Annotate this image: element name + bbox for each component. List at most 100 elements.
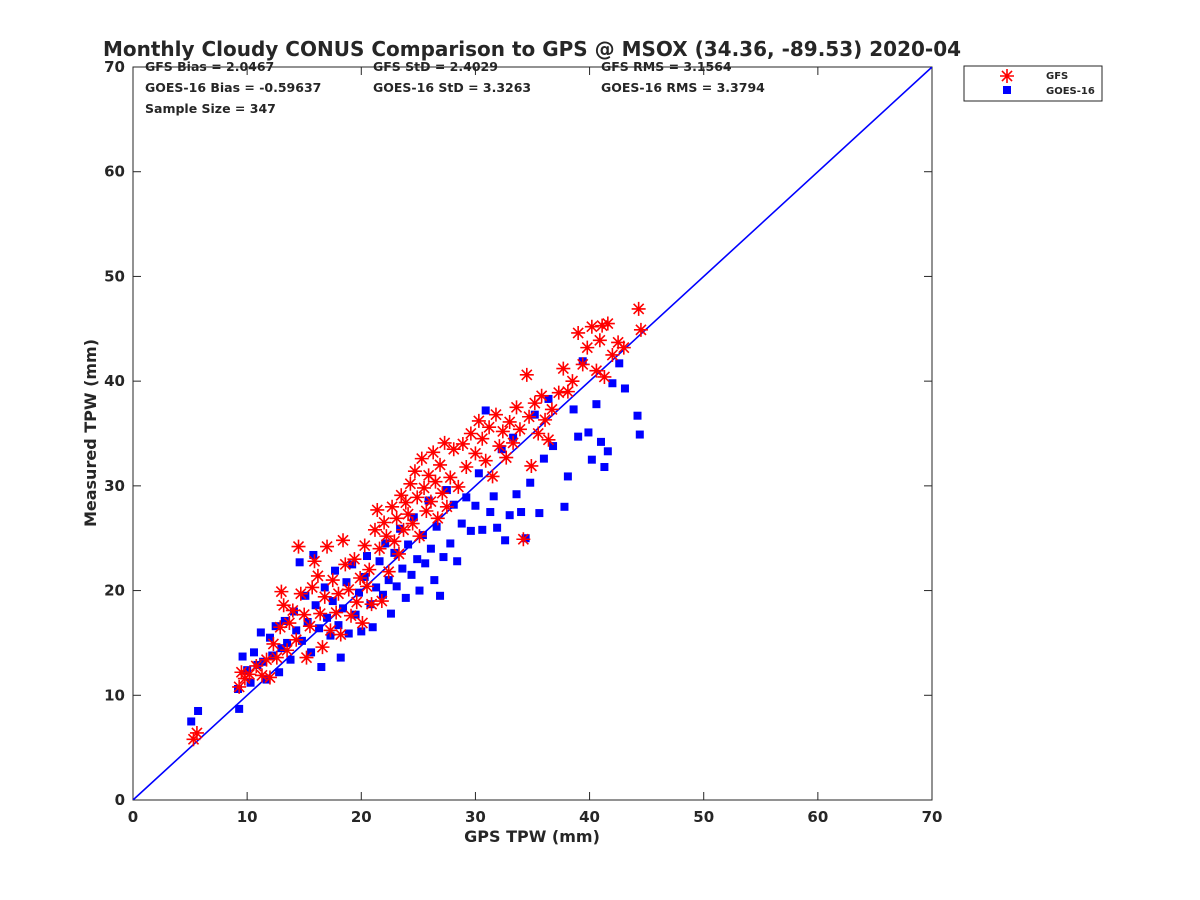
goes-16-point xyxy=(521,534,530,543)
gfs-point xyxy=(428,474,443,489)
gfs-point xyxy=(455,436,470,451)
x-tick-label: 60 xyxy=(807,808,828,826)
legend-asterisk xyxy=(1000,69,1014,83)
goes-16-point xyxy=(466,526,475,535)
goes-16-point xyxy=(311,601,320,610)
gfs-point xyxy=(571,325,586,340)
goes-16-point xyxy=(549,442,558,451)
gfs-point xyxy=(186,732,201,747)
gfs-std-text: GFS StD = 2.4029 xyxy=(373,59,498,74)
goes-16-point xyxy=(449,500,458,509)
gfs-point xyxy=(433,457,448,472)
gfs-point xyxy=(502,414,517,429)
legend-box xyxy=(963,65,1103,102)
gfs-point xyxy=(401,507,416,522)
legend-square xyxy=(1003,86,1011,94)
gfs-bias-text: GFS Bias = 2.0467 xyxy=(145,59,274,74)
y-tick-label: 40 xyxy=(104,372,125,390)
y-axis-label: Measured TPW (mm) xyxy=(81,339,100,527)
gfs-point xyxy=(389,511,404,526)
goes-bias-text: GOES-16 Bias = -0.59637 xyxy=(145,80,321,95)
gfs-point xyxy=(344,608,359,623)
goes-16-point xyxy=(334,621,343,630)
goes-16-point xyxy=(426,544,435,553)
gfs-point xyxy=(282,616,297,631)
goes-16-point xyxy=(344,629,353,638)
gfs-point xyxy=(367,522,382,537)
goes-16-point xyxy=(526,478,535,487)
gfs-rms-text: GFS RMS = 3.1564 xyxy=(601,59,732,74)
goes-16-point xyxy=(481,406,490,415)
gfs-point xyxy=(544,402,559,417)
gfs-point xyxy=(242,667,257,682)
gfs-point xyxy=(423,494,438,509)
x-tick-label: 50 xyxy=(693,808,714,826)
y-tick-label: 20 xyxy=(104,582,125,600)
goes-16-point xyxy=(280,616,289,625)
gfs-point xyxy=(519,367,534,382)
goes-16-point xyxy=(407,570,416,579)
goes-16-point xyxy=(243,666,252,675)
gfs-point xyxy=(317,589,332,604)
gfs-point xyxy=(370,502,385,517)
goes-16-point xyxy=(430,576,439,585)
y-tick-label: 10 xyxy=(104,686,125,704)
gfs-point xyxy=(347,552,362,567)
gfs-point xyxy=(492,439,507,454)
gfs-point xyxy=(259,652,274,667)
gfs-point xyxy=(398,495,413,510)
goes-16-point xyxy=(238,652,247,661)
gfs-point xyxy=(359,579,374,594)
goes-16-point xyxy=(292,626,301,635)
gfs-point xyxy=(443,470,458,485)
y-tick-label: 50 xyxy=(104,267,125,285)
goes-16-point xyxy=(375,557,384,566)
gfs-point xyxy=(394,488,409,503)
goes-16-point xyxy=(390,548,399,557)
goes-16-point xyxy=(633,411,642,420)
gfs-point xyxy=(391,546,406,561)
gfs-point xyxy=(269,650,284,665)
goes-16-point xyxy=(596,437,605,446)
goes-16-point xyxy=(372,583,381,592)
gfs-point xyxy=(426,445,441,460)
gfs-point xyxy=(584,319,599,334)
gfs-point xyxy=(419,503,434,518)
goes-16-point xyxy=(336,653,345,662)
x-tick-label: 40 xyxy=(579,808,600,826)
y-axis: 0 10 20 30 40 50 60 70 xyxy=(104,58,932,809)
gfs-point xyxy=(482,420,497,435)
goes-16-point xyxy=(539,454,548,463)
gfs-point xyxy=(249,658,264,673)
gfs-point xyxy=(302,619,317,634)
gfs-point xyxy=(616,340,631,355)
goes-16-point xyxy=(401,593,410,602)
gfs-point xyxy=(349,595,364,610)
goes-16-point xyxy=(569,405,578,414)
gfs-point xyxy=(353,571,368,586)
gfs-point xyxy=(478,453,493,468)
goes-16-point xyxy=(512,490,521,499)
gfs-point xyxy=(280,643,295,658)
y-tick-label: 70 xyxy=(104,58,125,76)
x-axis-label: GPS TPW (mm) xyxy=(464,827,600,846)
gfs-point xyxy=(439,499,454,514)
x-axis: 0 10 20 30 40 50 60 70 xyxy=(128,67,942,826)
gfs-point xyxy=(364,597,379,612)
goes-16-point xyxy=(505,511,514,520)
goes-16-point xyxy=(271,622,280,631)
goes-16-point xyxy=(357,627,366,636)
x-tick-label: 30 xyxy=(465,808,486,826)
gfs-point xyxy=(512,422,527,437)
goes-16-point xyxy=(603,447,612,456)
gfs-point xyxy=(299,650,314,665)
gfs-point xyxy=(285,603,300,618)
gfs-point xyxy=(331,586,346,601)
goes-16-point xyxy=(297,636,306,645)
goes-16-point xyxy=(415,586,424,595)
gfs-point xyxy=(430,511,445,526)
goes-16-point xyxy=(493,523,502,532)
goes-16-point xyxy=(378,590,387,599)
goes-16-point xyxy=(462,493,471,502)
goes-16-point xyxy=(342,578,351,587)
